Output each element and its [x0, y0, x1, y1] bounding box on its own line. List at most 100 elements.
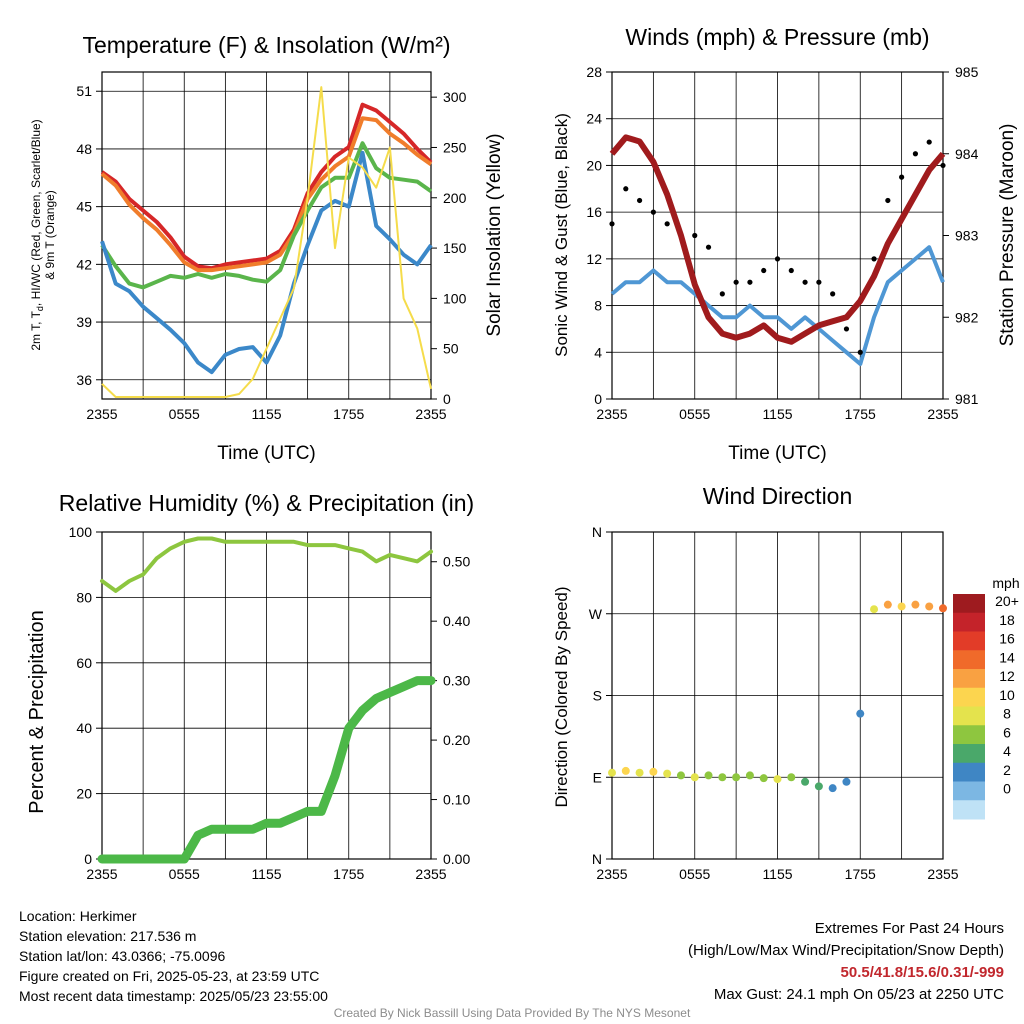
- y-tick-label: 20: [76, 786, 92, 802]
- chart-title: Wind Direction: [703, 483, 853, 509]
- colorbar-swatch: [953, 781, 985, 801]
- gust-point: [843, 326, 850, 332]
- gust-point: [912, 151, 919, 157]
- direction-point: [676, 771, 685, 780]
- colorbar-label: 20+: [995, 593, 1019, 609]
- direction-point: [690, 773, 699, 782]
- recent-text: Most recent data timestamp: 2025/05/23 2…: [19, 988, 328, 1004]
- y2-tick-label: 250: [443, 139, 467, 155]
- y-tick-label: 24: [586, 111, 602, 127]
- gust-point: [830, 291, 836, 297]
- y-axis-label: Percent & Precipitation: [26, 610, 48, 813]
- direction-point: [663, 769, 672, 778]
- y-tick-label: 40: [76, 720, 92, 736]
- series-line-4: [101, 86, 432, 398]
- series-line-2: [609, 134, 946, 345]
- x-tick-label: 2355: [415, 406, 446, 422]
- y-axis-label: 2m T, Td, HI/WC (Red, Green, Scarlet/Blu…: [29, 119, 45, 350]
- y-tick-label: 42: [76, 256, 92, 272]
- y-tick-label: 12: [586, 251, 602, 267]
- panel-temperature: 2355 0555 1155 1755 2355 36 39 42 45 48 51 0 50 100 15…: [29, 32, 505, 464]
- y2-tick-label: 0.30: [443, 673, 470, 689]
- direction-point: [773, 775, 782, 784]
- x-axis-label: Time (UTC): [728, 443, 827, 464]
- y-tick-label: E: [593, 769, 602, 785]
- y-tick-label: 20: [586, 157, 602, 173]
- gust-point: [650, 209, 656, 215]
- y-axis-label: Direction (Colored By Speed): [552, 586, 571, 807]
- x-tick-label: 1755: [333, 866, 364, 882]
- max-gust-text: Max Gust: 24.1 mph On 05/23 at 2250 UTC: [713, 986, 1004, 1003]
- y2-tick-label: 0.20: [443, 732, 470, 748]
- series-line-1: [100, 116, 433, 273]
- gust-point: [816, 279, 822, 285]
- panel-winds: 2355 0555 1155 1755 235504812162024289819829…: [552, 24, 1018, 464]
- direction-point: [870, 605, 879, 614]
- colorbar-label: 12: [999, 668, 1015, 684]
- colorbar-swatch: [953, 706, 985, 726]
- direction-point: [718, 773, 727, 782]
- y-tick-label: 0: [84, 851, 92, 867]
- gust-point: [636, 197, 643, 204]
- x-tick-label: 2355: [596, 406, 627, 422]
- colorbar-label: 8: [1003, 706, 1011, 722]
- x-tick-label: 1755: [333, 406, 364, 422]
- y-axis-label-line2: & 9m T (Orange): [43, 190, 57, 280]
- y-tick-label: 48: [76, 141, 92, 157]
- chart-title: Temperature (F) & Insolation (W/m²): [82, 32, 450, 58]
- direction-point: [745, 771, 754, 780]
- gust-point: [926, 139, 932, 145]
- direction-point: [897, 602, 906, 611]
- gust-point: [733, 279, 739, 285]
- gust-point: [747, 279, 753, 285]
- direction-point: [883, 600, 892, 609]
- colorbar-swatch: [953, 631, 985, 651]
- created-text: Figure created on Fri, 2025-05-23, at 23…: [19, 968, 320, 984]
- colorbar-label: 18: [999, 612, 1015, 628]
- y2-tick-label: 200: [443, 190, 467, 206]
- x-axis-label: Time (UTC): [217, 443, 316, 464]
- x-tick-label: 1155: [762, 866, 792, 882]
- chart-title: Winds (mph) & Pressure (mb): [625, 24, 929, 50]
- series-line-2: [100, 141, 433, 290]
- gust-point: [885, 197, 891, 204]
- y2-axis-label: Station Pressure (Maroon): [997, 124, 1018, 347]
- x-tick-label: 1755: [845, 866, 876, 882]
- direction-point: [787, 773, 796, 782]
- direction-point: [842, 777, 851, 786]
- direction-point: [608, 768, 616, 777]
- direction-point: [814, 782, 823, 791]
- x-tick-label: 2355: [415, 866, 446, 882]
- direction-point: [828, 784, 837, 793]
- direction-point: [939, 604, 947, 613]
- y-tick-label: N: [592, 524, 602, 540]
- y2-tick-label: 300: [443, 89, 467, 105]
- colorbar-swatch: [953, 725, 985, 745]
- gust-point: [871, 256, 877, 262]
- y-tick-label: S: [593, 688, 602, 704]
- gust-point: [899, 174, 905, 180]
- gust-point: [761, 267, 767, 274]
- x-tick-label: 1155: [762, 406, 792, 422]
- y2-tick-label: 150: [443, 240, 467, 256]
- colorbar-swatch: [953, 669, 985, 689]
- y2-tick-label: 981: [955, 391, 979, 407]
- x-tick-label: 2355: [927, 406, 958, 422]
- gust-point: [692, 232, 698, 239]
- x-tick-label: 2355: [86, 406, 117, 422]
- colorbar-label: 16: [999, 631, 1015, 647]
- colorbar-label: 0: [1003, 781, 1011, 797]
- y-tick-label: 28: [586, 64, 602, 80]
- y2-tick-label: 983: [955, 228, 979, 244]
- extremes-values: 50.5/41.8/15.6/0.31/-999: [840, 964, 1004, 981]
- y-tick-label: 8: [594, 298, 602, 314]
- x-tick-label: 2355: [86, 866, 117, 882]
- x-tick-label: 0555: [169, 406, 200, 422]
- location-text: Location: Herkimer: [19, 908, 137, 924]
- y2-tick-label: 0.40: [443, 613, 470, 629]
- y2-tick-label: 984: [955, 146, 979, 162]
- y-tick-label: 100: [69, 524, 93, 540]
- direction-point: [635, 768, 644, 777]
- y2-tick-label: 985: [955, 64, 979, 80]
